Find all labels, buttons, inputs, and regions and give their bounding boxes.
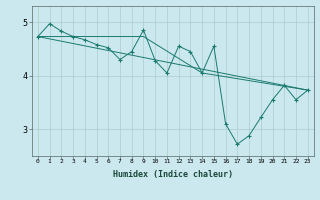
X-axis label: Humidex (Indice chaleur): Humidex (Indice chaleur) [113,170,233,179]
